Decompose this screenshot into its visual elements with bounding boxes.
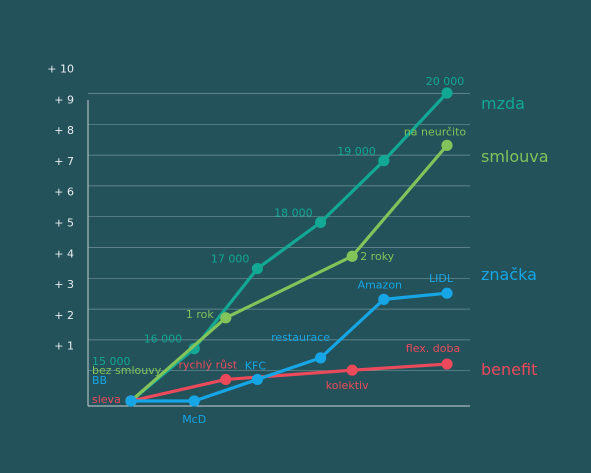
series-line-mzda bbox=[129, 91, 449, 403]
y-tick-label: + 3 bbox=[54, 278, 74, 291]
series-line-značka bbox=[129, 291, 449, 403]
data-point bbox=[378, 155, 390, 167]
data-point bbox=[125, 395, 137, 407]
y-tick-labels: + 1 + 2 + 3 + 4 + 5 + 6 + 7 + 8 + 9 + 10 bbox=[47, 63, 74, 353]
y-tick-label: + 1 bbox=[54, 340, 74, 353]
series-name-label: smlouva bbox=[481, 147, 549, 166]
y-tick-label: + 7 bbox=[54, 155, 74, 168]
y-tick-label: + 9 bbox=[54, 93, 74, 106]
data-point bbox=[441, 358, 453, 370]
series-lines bbox=[125, 87, 453, 407]
point-label: sleva bbox=[92, 393, 121, 406]
data-point bbox=[441, 87, 453, 99]
y-tick-label: + 8 bbox=[54, 124, 74, 137]
point-label: 1 rok bbox=[186, 308, 215, 321]
point-label: 16 000 bbox=[144, 333, 183, 346]
data-point bbox=[441, 139, 453, 151]
data-point bbox=[220, 312, 232, 324]
point-label: 17 000 bbox=[211, 253, 250, 266]
data-point bbox=[315, 352, 327, 364]
data-point bbox=[346, 364, 358, 376]
series-names: mzda smlouva značka benefit bbox=[481, 94, 549, 379]
point-label: bez smlouvy bbox=[92, 364, 162, 377]
series-name-label: mzda bbox=[481, 94, 525, 113]
point-label: 20 000 bbox=[426, 75, 465, 88]
series-name-label: benefit bbox=[481, 360, 537, 379]
axes bbox=[87, 100, 470, 407]
point-label: 15 000 bbox=[92, 355, 131, 368]
data-point bbox=[220, 373, 232, 386]
y-tick-label: + 6 bbox=[54, 186, 74, 199]
point-label: BB bbox=[92, 374, 107, 387]
point-label: flex. doba bbox=[406, 342, 460, 355]
point-label: kolektiv bbox=[326, 379, 369, 392]
y-tick-label: + 2 bbox=[54, 309, 74, 322]
point-label: na neurčito bbox=[404, 125, 467, 138]
y-tick-label: + 10 bbox=[47, 63, 74, 76]
series-name-label: značka bbox=[481, 265, 537, 284]
point-label: 2 roky bbox=[360, 250, 394, 263]
y-tick-label: + 5 bbox=[54, 217, 74, 230]
point-label: McD bbox=[182, 413, 206, 426]
data-point bbox=[346, 250, 358, 262]
data-point bbox=[188, 395, 200, 407]
data-point bbox=[315, 216, 327, 228]
data-point bbox=[251, 262, 263, 275]
series-line-benefit bbox=[129, 362, 449, 403]
data-point bbox=[251, 373, 263, 386]
point-label: LIDL bbox=[429, 272, 454, 285]
point-label: KFC bbox=[245, 359, 267, 372]
data-point bbox=[188, 343, 200, 355]
point-label: restaurace bbox=[271, 331, 330, 344]
data-point bbox=[441, 287, 453, 299]
point-label: 18 000 bbox=[274, 206, 313, 219]
grid-lines bbox=[88, 93, 470, 372]
point-labels: 15 000 16 000 17 000 18 000 19 000 20 000 bez … bbox=[92, 75, 466, 426]
series-line-smlouva bbox=[129, 143, 449, 403]
point-label: 19 000 bbox=[337, 145, 376, 158]
point-label: Amazon bbox=[358, 278, 402, 291]
y-tick-label: + 4 bbox=[54, 247, 74, 260]
point-label: rychlý růst bbox=[178, 358, 237, 371]
data-point bbox=[378, 293, 390, 305]
